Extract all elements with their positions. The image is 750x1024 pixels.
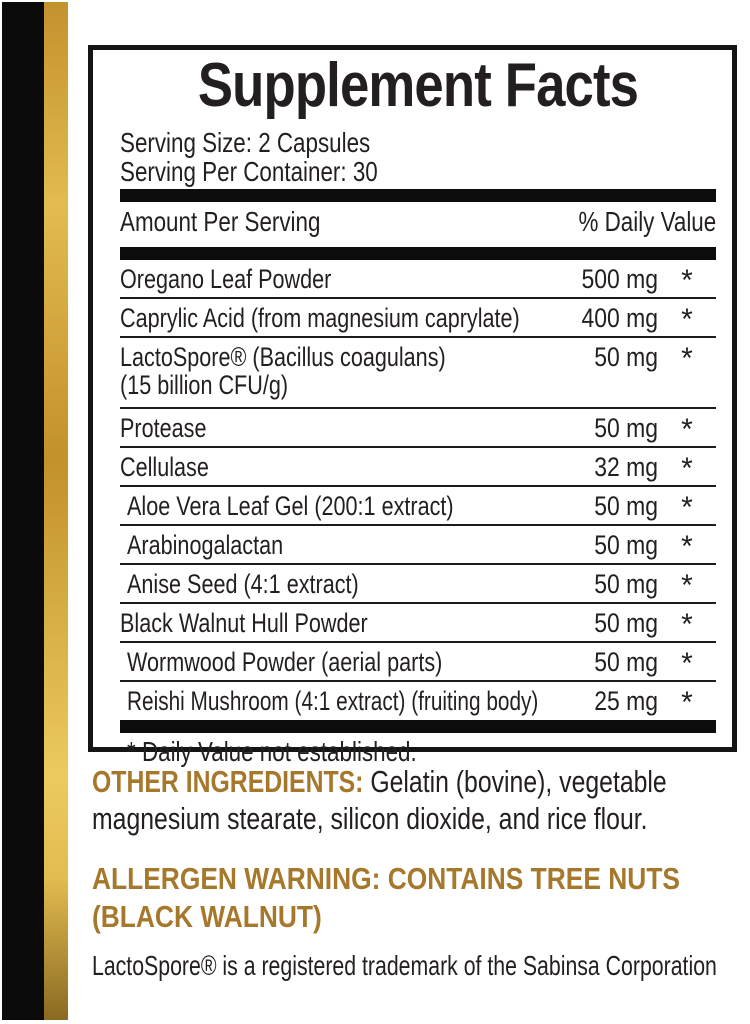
ingredient-row: Reishi Mushroom (4:1 extract) (fruiting … xyxy=(120,682,716,720)
trademark-note: LactoSpore® is a registered trademark of… xyxy=(92,950,717,981)
ingredient-amount: 400 mg xyxy=(581,303,658,333)
trademark-note-row: LactoSpore® is a registered trademark of… xyxy=(92,951,748,981)
ingredient-row: Anise Seed (4:1 extract) 50 mg * xyxy=(120,565,716,604)
ingredient-amount: 500 mg xyxy=(581,264,658,294)
ingredient-name-cell: Reishi Mushroom (4:1 extract) (fruiting … xyxy=(120,687,548,715)
ingredient-amount: 50 mg xyxy=(594,342,658,372)
supplement-facts-panel: Supplement Facts Serving Size: 2 Capsule… xyxy=(88,45,737,766)
ingredient-name: Wormwood Powder (aerial parts) xyxy=(127,647,443,677)
ingredient-row: LactoSpore® (Bacillus coagulans) (15 bil… xyxy=(120,338,716,409)
panel-title: Supplement Facts xyxy=(197,51,639,120)
serving-per-container-row: Serving Per Container: 30 xyxy=(120,157,716,186)
serving-per-container-text: Serving Per Container: 30 xyxy=(120,156,378,187)
allergen-warning-line1: ALLERGEN WARNING: CONTAINS TREE NUTS xyxy=(92,861,680,896)
other-ingredients-text-line1: Gelatin (bovine), vegetable xyxy=(363,764,667,799)
ingredient-name-cell: Aloe Vera Leaf Gel (200:1 extract) xyxy=(120,492,548,520)
table-header: Amount Per Serving % Daily Value xyxy=(120,208,716,241)
daily-value-asterisk: * xyxy=(681,608,693,641)
ingredient-name-cell: Protease xyxy=(120,414,548,442)
daily-value-asterisk: * xyxy=(681,413,693,446)
daily-value-asterisk: * xyxy=(681,569,693,602)
ingredient-name-cell: Arabinogalactan xyxy=(120,531,548,559)
other-ingredients-heading: OTHER INGREDIENTS: xyxy=(92,764,364,799)
ingredient-row: Cellulase 32 mg * xyxy=(120,448,716,487)
daily-value-asterisk: * xyxy=(681,530,693,563)
ingredient-row: Protease 50 mg * xyxy=(120,409,716,448)
ingredient-amount-cell: 500 mg xyxy=(548,265,658,293)
ingredient-amount: 50 mg xyxy=(594,647,658,677)
ingredient-name-line2: (15 billion CFU/g) xyxy=(120,370,289,400)
ingredient-name-cell: Black Walnut Hull Powder xyxy=(120,609,548,637)
ingredient-name-cell: Wormwood Powder (aerial parts) xyxy=(120,648,548,676)
serving-size-text: Serving Size: 2 Capsules xyxy=(120,127,371,158)
ingredient-amount-cell: 25 mg xyxy=(548,687,658,715)
column-amount-per-serving: Amount Per Serving xyxy=(120,206,321,237)
ingredient-name-cell: Anise Seed (4:1 extract) xyxy=(120,570,548,598)
daily-value-asterisk: * xyxy=(681,491,693,524)
column-daily-value: % Daily Value xyxy=(578,206,716,237)
ingredient-amount-cell: 32 mg xyxy=(548,453,658,481)
ingredient-name: Oregano Leaf Powder xyxy=(120,264,332,294)
ingredient-row: Oregano Leaf Powder 500 mg * xyxy=(120,260,716,299)
daily-value-asterisk: * xyxy=(681,264,693,297)
ingredient-amount-cell: 50 mg xyxy=(548,570,658,598)
ingredient-row: Arabinogalactan 50 mg * xyxy=(120,526,716,565)
panel-title-row: Supplement Facts xyxy=(120,54,716,118)
ingredient-amount-cell: 50 mg xyxy=(548,531,658,559)
allergen-warning-line2: (BLACK WALNUT) xyxy=(92,899,322,934)
ingredient-name-cell: LactoSpore® (Bacillus coagulans) (15 bil… xyxy=(120,343,548,399)
ingredient-amount: 32 mg xyxy=(594,452,658,482)
daily-value-asterisk: * xyxy=(681,342,693,375)
footnote-row: * Daily Value not established. xyxy=(120,737,716,766)
ingredient-amount: 50 mg xyxy=(594,569,658,599)
ingredient-amount-cell: 50 mg xyxy=(548,343,658,371)
ingredient-amount-cell: 50 mg xyxy=(548,648,658,676)
ingredient-row: Aloe Vera Leaf Gel (200:1 extract) 50 mg… xyxy=(120,487,716,526)
allergen-warning-paragraph: ALLERGEN WARNING: CONTAINS TREE NUTS (BL… xyxy=(92,860,748,936)
ingredient-table: Oregano Leaf Powder 500 mg * Caprylic Ac… xyxy=(120,260,716,720)
ingredient-amount: 25 mg xyxy=(594,686,658,716)
ingredient-amount: 50 mg xyxy=(594,530,658,560)
ingredient-name-cell: Caprylic Acid (from magnesium caprylate) xyxy=(120,304,548,332)
lower-text-section: OTHER INGREDIENTS: Gelatin (bovine), veg… xyxy=(92,763,748,981)
ingredient-name: Protease xyxy=(120,413,207,443)
ingredient-name: Caprylic Acid (from magnesium caprylate) xyxy=(120,303,520,333)
ingredient-name-cell: Cellulase xyxy=(120,453,548,481)
ingredient-amount-cell: 50 mg xyxy=(548,414,658,442)
ingredient-name: Black Walnut Hull Powder xyxy=(120,608,368,638)
ingredient-amount-cell: 400 mg xyxy=(548,304,658,332)
daily-value-asterisk: * xyxy=(681,647,693,680)
ingredient-name: LactoSpore® (Bacillus coagulans) xyxy=(120,342,446,372)
ingredient-name: Reishi Mushroom (4:1 extract) (fruiting … xyxy=(127,686,539,716)
ingredient-amount-cell: 50 mg xyxy=(548,609,658,637)
ingredient-row: Caprylic Acid (from magnesium caprylate)… xyxy=(120,299,716,338)
ingredient-amount: 50 mg xyxy=(594,491,658,521)
daily-value-asterisk: * xyxy=(681,452,693,485)
left-gold-stripe xyxy=(44,2,68,1020)
ingredient-row: Black Walnut Hull Powder 50 mg * xyxy=(120,604,716,643)
ingredient-name: Cellulase xyxy=(120,452,209,482)
other-ingredients-paragraph: OTHER INGREDIENTS: Gelatin (bovine), veg… xyxy=(92,763,748,837)
ingredient-name-cell: Oregano Leaf Powder xyxy=(120,265,548,293)
ingredient-amount: 50 mg xyxy=(594,413,658,443)
ingredient-name: Anise Seed (4:1 extract) xyxy=(127,569,359,599)
daily-value-asterisk: * xyxy=(681,303,693,336)
ingredient-name: Arabinogalactan xyxy=(127,530,284,560)
ingredient-row: Wormwood Powder (aerial parts) 50 mg * xyxy=(120,643,716,682)
divider-bar-header xyxy=(120,247,716,260)
daily-value-footnote: * Daily Value not established. xyxy=(127,736,417,767)
daily-value-asterisk: * xyxy=(681,686,693,719)
ingredient-amount: 50 mg xyxy=(594,608,658,638)
ingredient-amount-cell: 50 mg xyxy=(548,492,658,520)
divider-bar-bottom xyxy=(120,720,716,733)
other-ingredients-text-line2: magnesium stearate, silicon dioxide, and… xyxy=(92,801,648,836)
serving-size-row: Serving Size: 2 Capsules xyxy=(120,128,716,157)
ingredient-name: Aloe Vera Leaf Gel (200:1 extract) xyxy=(127,491,454,521)
left-black-stripe xyxy=(2,2,44,1020)
divider-bar-top xyxy=(120,189,716,202)
